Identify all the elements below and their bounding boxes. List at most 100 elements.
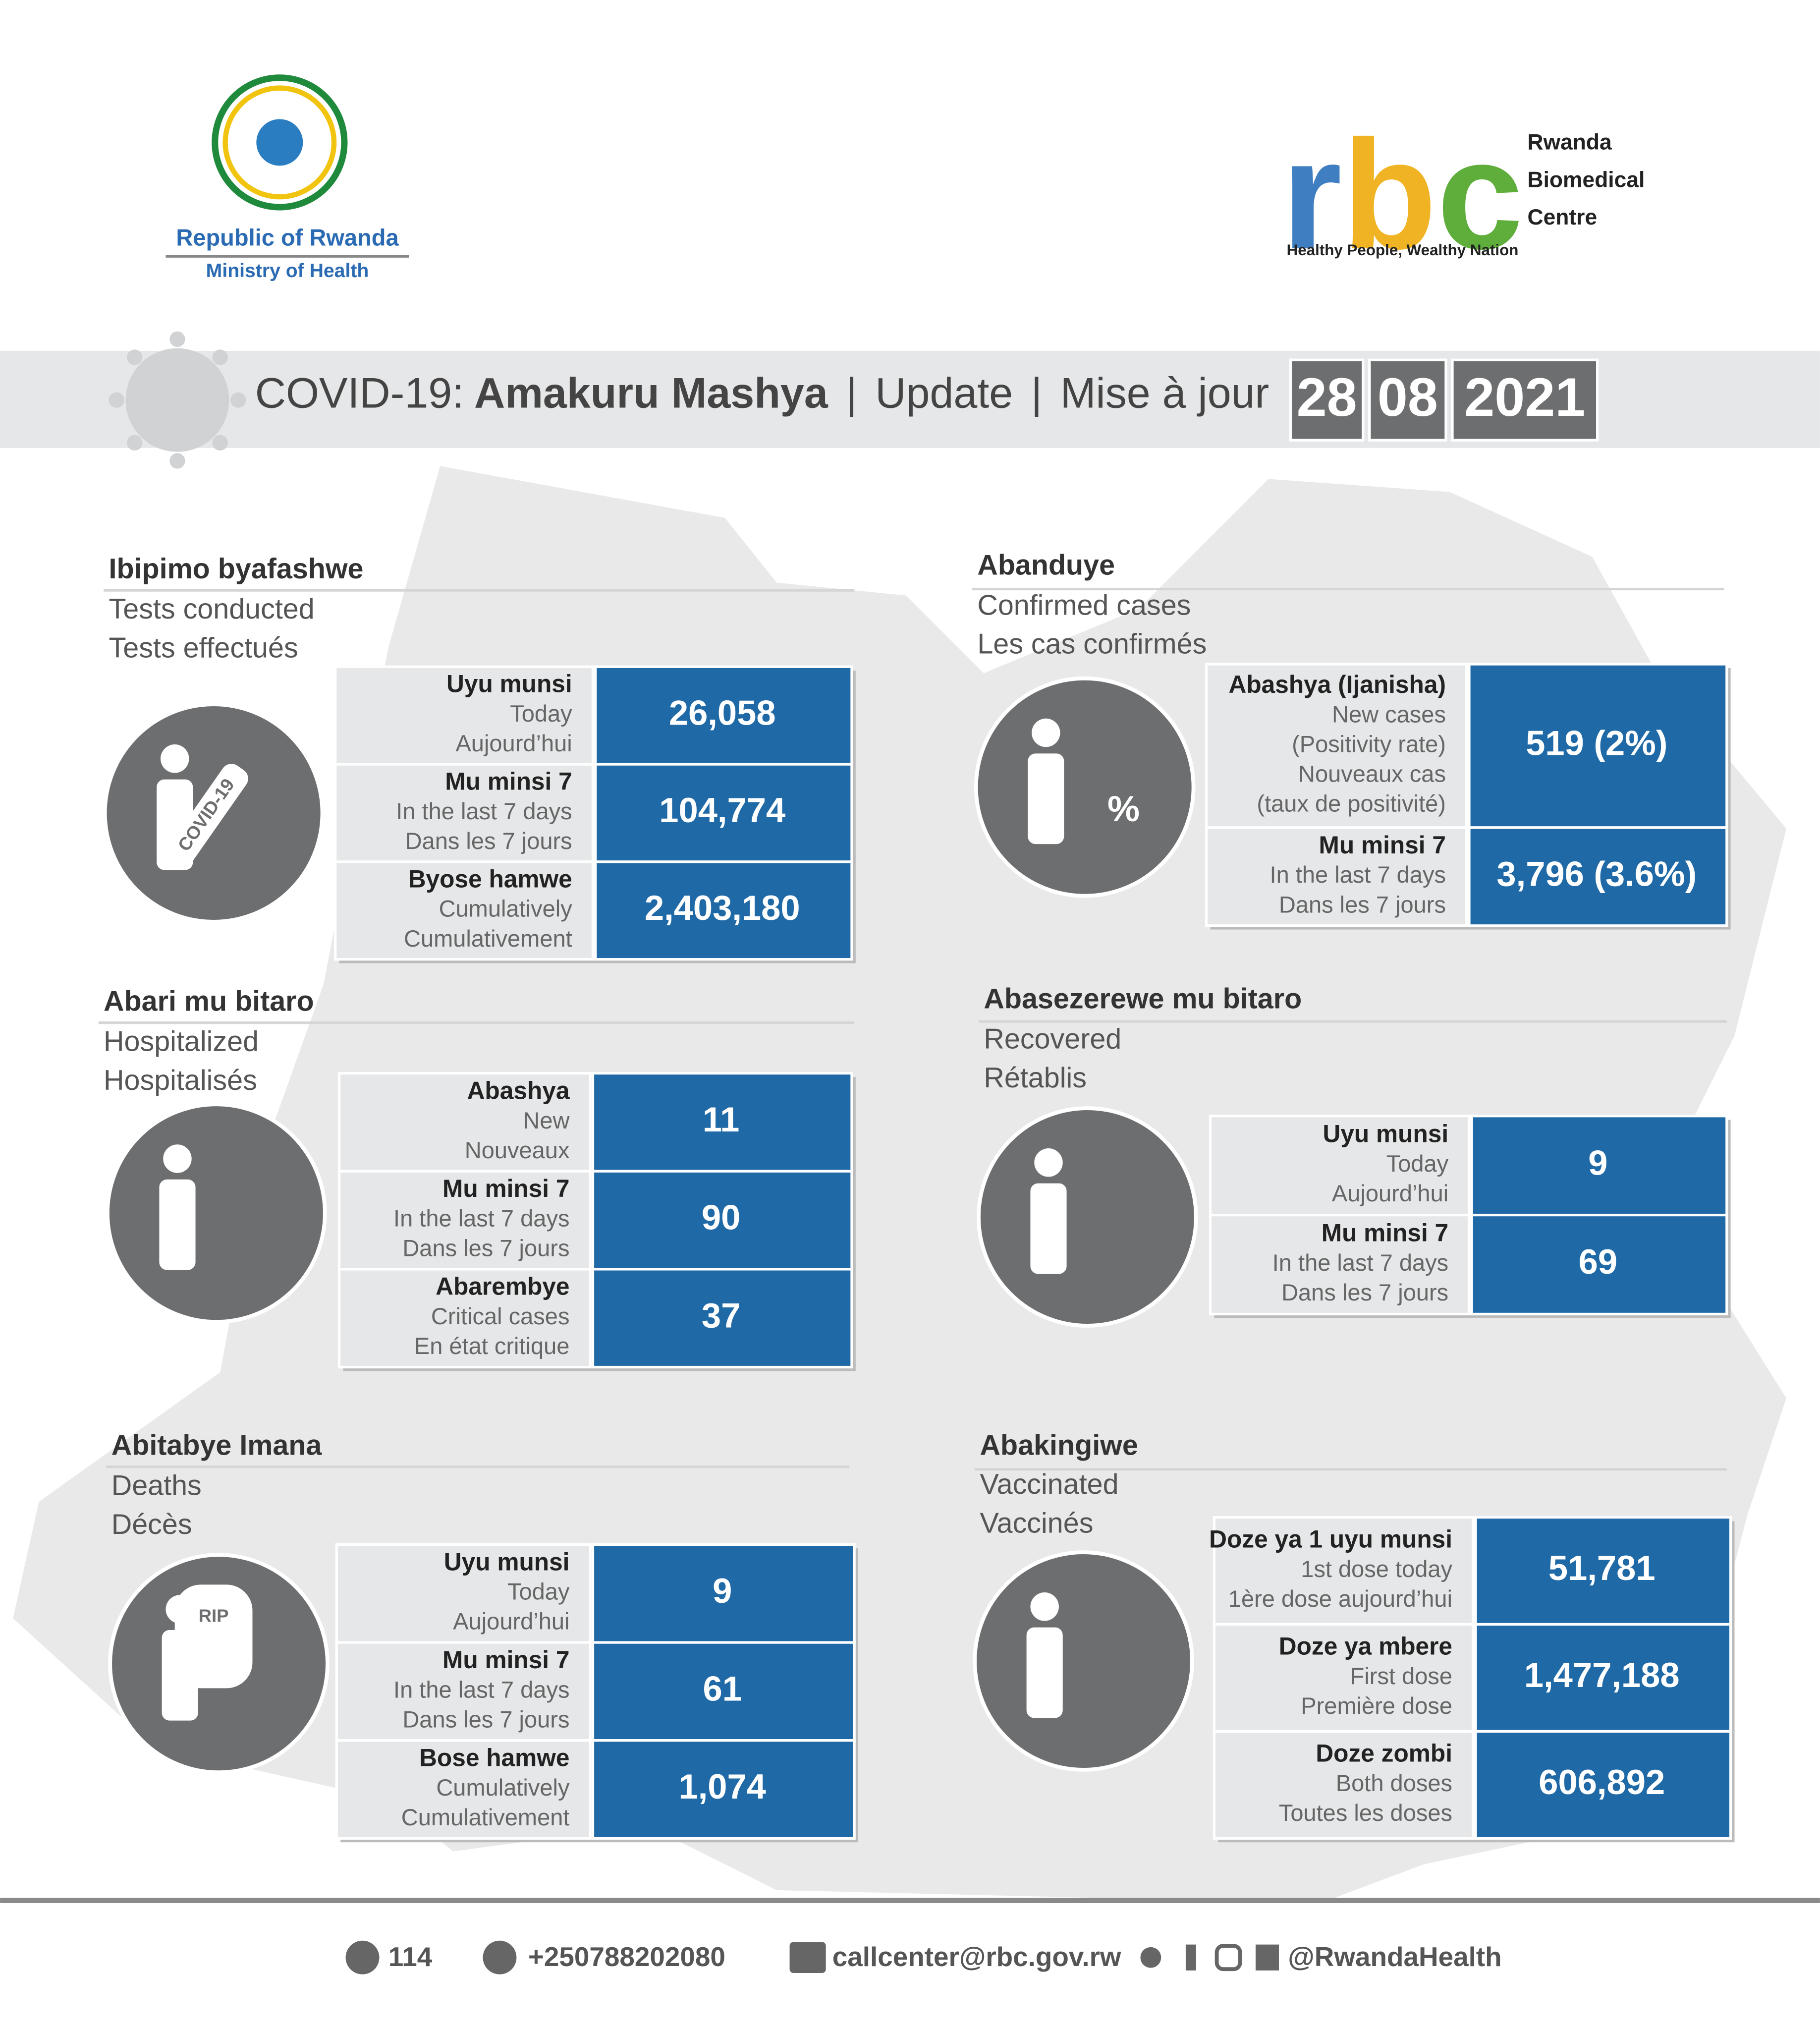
row-label: Dans les 7 jours [405,828,572,854]
value-cell [594,665,853,766]
panel-subtitle: Vaccinés [980,1507,1094,1539]
row-value: 9 [713,1571,732,1610]
logo-text: Rwanda [1528,130,1612,155]
row-label: Mu minsi 7 [442,1646,569,1674]
date-boxes: 28 08 2021 [1289,358,1599,442]
banner-update: Update [875,369,1013,417]
row-label: Today [507,1579,570,1605]
logo-text: Ministry of Health [206,260,369,282]
row-label: Toutes les doses [1279,1800,1452,1826]
row-label: (Positivity rate) [1292,731,1446,757]
separator: | [1031,369,1042,417]
logo-letter: r [1281,108,1342,282]
row-label: Nouveaux cas [1298,760,1446,787]
icon-shape [1030,1592,1059,1621]
row-value: 26,058 [669,693,776,732]
row-label: 1ère dose aujourd’hui [1228,1585,1452,1612]
value-cell [591,1641,856,1742]
row-label: First dose [1350,1663,1452,1689]
row-label: Aujourd’hui [453,1608,569,1635]
row-value: 2,403,180 [645,888,800,927]
row-label: Mu minsi 7 [1322,1219,1448,1247]
date-box [1289,358,1365,442]
label-cell [334,860,595,961]
icon-shape [159,1179,196,1270]
icon-shape [161,744,189,773]
panels: Ibipimo byafashwe Tests conducted Tests ef… [98,549,1735,1843]
icon-circle [105,1102,327,1324]
footer-icons [345,1940,1279,1974]
row-label: Dans les 7 jours [1279,891,1446,917]
value-cell [591,1543,856,1644]
row-label: Doze ya 1 uyu munsi [1209,1525,1452,1553]
panel-subtitle: Décès [111,1509,192,1540]
label-cell [334,763,595,863]
label-cell [337,1170,592,1271]
banner-title: COVID-19: Amakuru Mashya | Update | Mise à jo… [255,369,1269,417]
row-label: Mu minsi 7 [445,768,572,795]
panel-subtitle: Les cas confirmés [977,628,1207,660]
footer-text: 114 [388,1941,433,1972]
banner-mise: Mise à jour [1060,369,1269,417]
row-label: Nouveaux [465,1137,570,1163]
row-label: Today [510,700,572,727]
row-label: Abashya (Ijanisha) [1228,671,1445,698]
row-label: Dans les 7 jours [402,1235,569,1261]
icon-text: % [1107,789,1140,829]
row-label: Doze ya mbere [1279,1632,1452,1660]
icon-shape [1034,1148,1063,1177]
panel-subtitle: Hospitalized [104,1026,259,1058]
icon-circle [974,676,1196,898]
panel-subtitle: Confirmed cases [977,589,1191,621]
logo-text: Centre [1528,205,1598,229]
row-label: Abashya [467,1076,570,1104]
date-part: 2021 [1464,367,1585,428]
row-label: Première dose [1301,1692,1452,1719]
row-value: 606,892 [1539,1762,1665,1802]
row-value: 11 [703,1100,740,1139]
panel-title: Abasezerewe mu bitaro [984,983,1302,1015]
value-cell [1470,1115,1728,1217]
icon-shape [1026,1627,1063,1718]
row-value: 69 [1579,1242,1617,1281]
row-label: Bose hamwe [419,1744,569,1772]
row-label: Uyu munsi [446,670,572,698]
row-label: Both doses [1336,1770,1452,1796]
row-label: Critical cases [431,1303,570,1329]
row-label: Uyu munsi [1323,1120,1449,1148]
label-cell [335,1543,592,1644]
panel-title: Ibipimo byafashwe [109,553,364,585]
row-label: 1st dose today [1301,1556,1452,1582]
row-label: Cumulativement [401,1804,570,1830]
label-cell [1209,1115,1471,1217]
row-label: In the last 7 days [393,1676,569,1702]
footer-text: +250788202080 [528,1941,725,1972]
label-cell [337,1268,592,1369]
value-cell [1470,1213,1728,1316]
label-cell [334,665,595,766]
logo-letter: b [1342,108,1436,282]
value-cell [591,1739,856,1840]
panel-subtitle: Recovered [984,1023,1121,1055]
date-part: 08 [1378,367,1438,428]
row-label: Today [1386,1150,1449,1177]
row-label: Aujourd’hui [455,730,572,756]
logo-text: Biomedical [1528,168,1645,192]
ministry-emblem [212,74,348,211]
logo-letter: c [1437,108,1523,282]
row-value: 1,074 [678,1767,766,1806]
icon-text: RIP [199,1605,229,1626]
row-value: 1,477,188 [1524,1655,1680,1694]
value-cell [1468,663,1728,829]
label-cell [337,1071,592,1173]
panel-subtitle: Hospitalisés [104,1065,257,1096]
panel-subtitle: Deaths [111,1470,202,1502]
date-box [1368,358,1447,442]
date-box [1451,358,1599,442]
row-value: 9 [1588,1143,1607,1182]
panel-title: Abitabye Imana [111,1430,323,1462]
panel-subtitle: Tests effectués [109,632,298,664]
banner-prefix: COVID-19: [255,369,464,417]
label-cell [1209,1213,1471,1316]
value-cell [1468,826,1728,927]
